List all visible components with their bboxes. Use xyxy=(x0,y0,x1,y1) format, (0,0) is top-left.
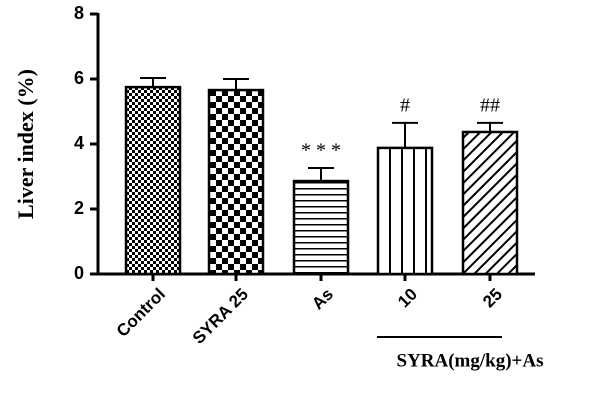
group-label: SYRA(mg/kg)+As xyxy=(397,350,544,371)
x-tick-label: SYRA 25 xyxy=(189,285,252,348)
x-tick-label: 25 xyxy=(479,285,506,312)
x-tick-label: As xyxy=(308,285,337,314)
y-tick-label: 2 xyxy=(74,198,84,218)
significance-label: ## xyxy=(480,94,500,116)
y-tick-label: 0 xyxy=(74,263,84,283)
y-axis-label: Liver index (%) xyxy=(13,69,38,219)
significance-label: * * * xyxy=(301,140,341,162)
bar xyxy=(124,85,182,276)
y-tick-label: 4 xyxy=(74,133,84,153)
y-tick-label: 6 xyxy=(74,68,84,88)
significance-label: # xyxy=(400,94,410,116)
y-tick-label: 8 xyxy=(74,3,84,23)
bar xyxy=(292,179,350,276)
bar xyxy=(207,88,265,276)
x-tick-label: 10 xyxy=(394,285,421,312)
x-tick-label: Control xyxy=(113,285,169,341)
bar xyxy=(461,130,519,276)
bar xyxy=(376,146,434,276)
